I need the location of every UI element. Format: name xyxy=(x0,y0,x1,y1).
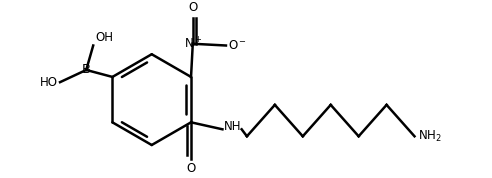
Text: O: O xyxy=(188,1,197,14)
Text: OH: OH xyxy=(95,31,113,44)
Text: N$^+$: N$^+$ xyxy=(184,36,202,51)
Text: HO: HO xyxy=(40,76,58,89)
Text: NH$_2$: NH$_2$ xyxy=(418,129,442,144)
Text: NH: NH xyxy=(224,120,242,133)
Text: O$^-$: O$^-$ xyxy=(228,39,246,52)
Text: O: O xyxy=(186,163,196,176)
Text: B: B xyxy=(82,63,91,76)
